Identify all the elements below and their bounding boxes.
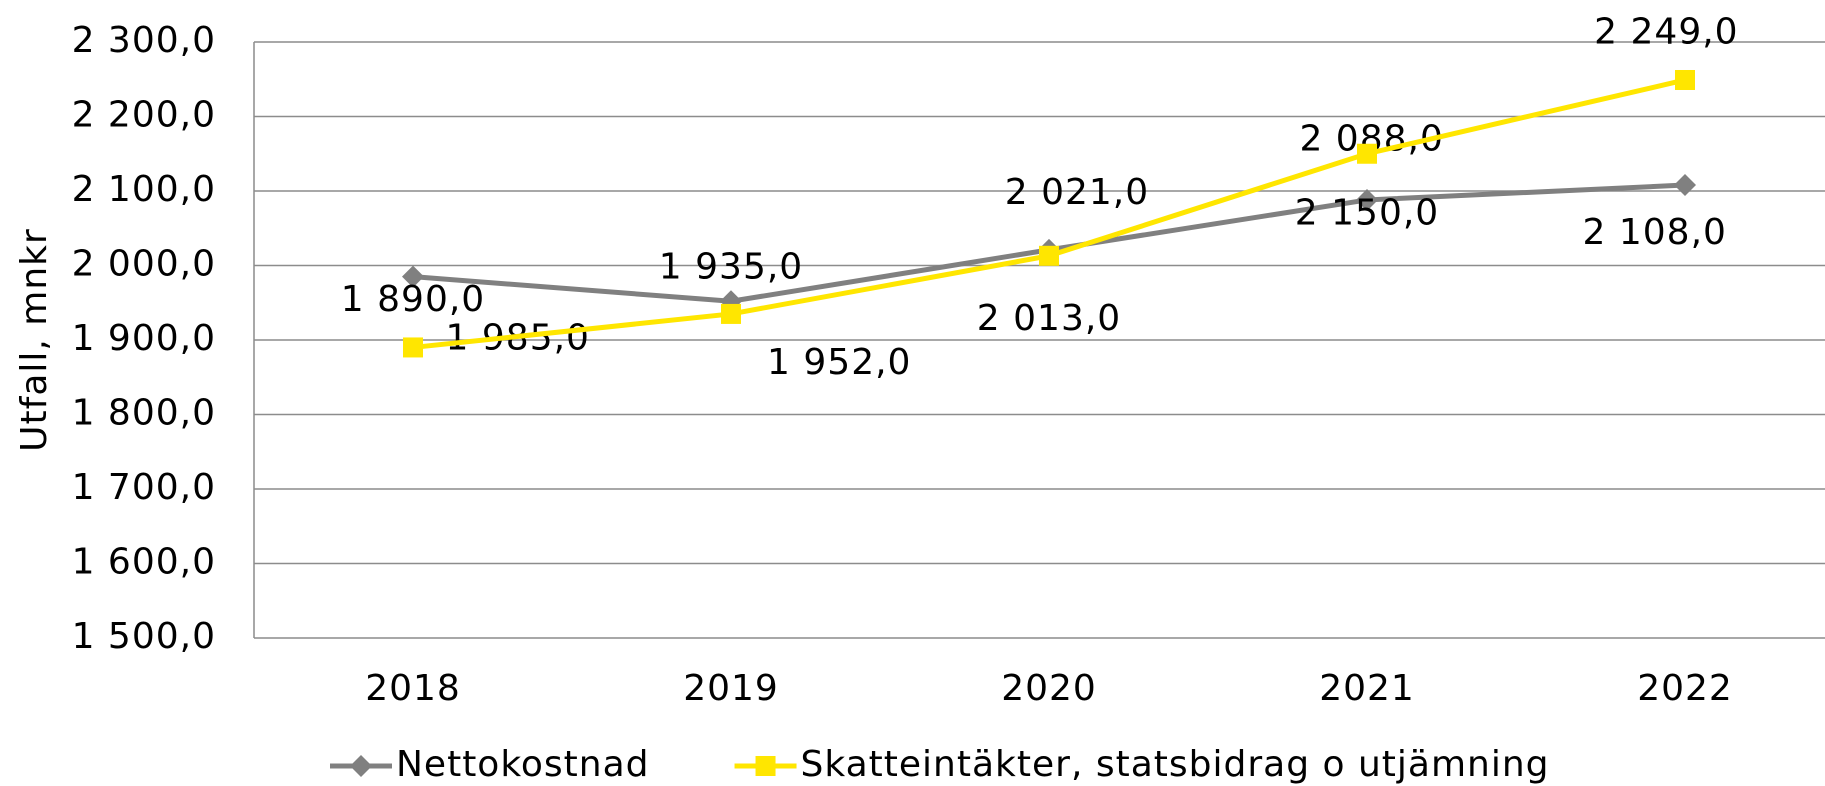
- data-label: 1 952,0: [767, 342, 911, 383]
- point-marker: [1039, 245, 1059, 266]
- x-tick-label: 2020: [1001, 668, 1097, 709]
- point-marker: [402, 265, 424, 288]
- y-tick-label: 2 000,0: [72, 244, 216, 285]
- legend-label: Nettokostnad: [396, 744, 650, 785]
- data-label: 1 935,0: [659, 247, 803, 288]
- y-tick-label: 2 300,0: [72, 20, 216, 61]
- x-tick-label: 2021: [1319, 668, 1415, 709]
- point-marker: [721, 303, 741, 324]
- point-marker: [403, 337, 423, 358]
- legend-label: Skatteintäkter, statsbidrag o utjämning: [801, 744, 1550, 785]
- y-tick-label: 1 900,0: [72, 318, 216, 359]
- data-label: 2 150,0: [1295, 192, 1439, 233]
- point-marker: [1674, 174, 1696, 197]
- data-label: 1 890,0: [341, 279, 485, 320]
- data-label: 2 249,0: [1594, 11, 1738, 52]
- y-tick-label: 2 200,0: [72, 95, 216, 136]
- point-marker: [1356, 188, 1378, 211]
- point-marker: [1357, 143, 1377, 164]
- y-tick-label: 1 500,0: [72, 616, 216, 657]
- legend-swatch-marker: [755, 756, 776, 776]
- y-tick-label: 2 100,0: [72, 169, 216, 210]
- y-tick-label: 1 800,0: [72, 393, 216, 434]
- data-label: 2 108,0: [1583, 212, 1727, 253]
- y-tick-label: 1 600,0: [72, 542, 216, 583]
- y-axis-title: Utfall, mnkr: [14, 228, 55, 452]
- data-label: 2 013,0: [977, 298, 1121, 339]
- point-marker: [1675, 69, 1695, 90]
- data-label: 2 021,0: [1005, 172, 1149, 213]
- x-tick-label: 2018: [365, 668, 461, 709]
- y-tick-label: 1 700,0: [72, 467, 216, 508]
- x-tick-label: 2019: [683, 668, 779, 709]
- legend-swatch-marker: [350, 755, 372, 777]
- x-tick-label: 2022: [1637, 668, 1733, 709]
